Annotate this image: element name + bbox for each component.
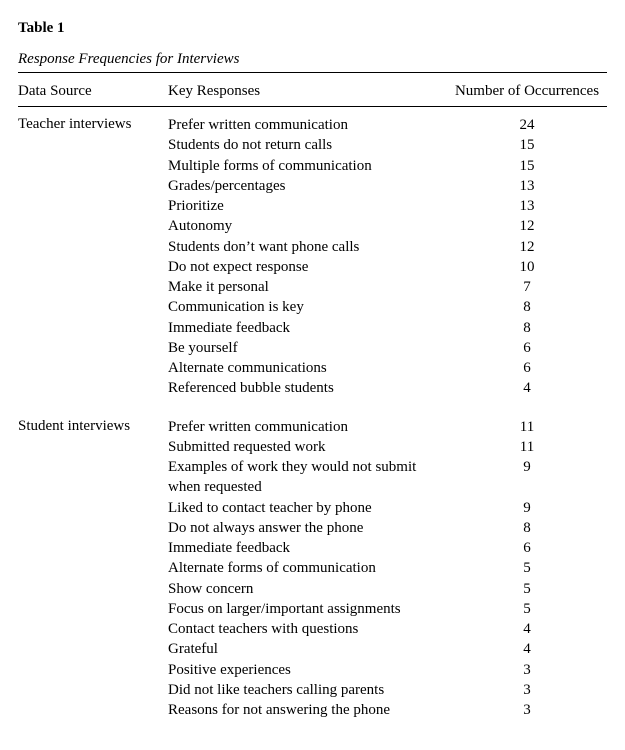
cell-count: 12 bbox=[447, 237, 607, 257]
cell-response: Grades/percentages bbox=[168, 176, 447, 196]
table-row: Students don’t want phone calls12 bbox=[168, 237, 607, 257]
table-row: Make it personal7 bbox=[168, 277, 607, 297]
cell-response: Immediate feedback bbox=[168, 538, 447, 558]
header-key-responses: Key Responses bbox=[168, 83, 447, 100]
cell-response: Focus on larger/important assignments bbox=[168, 599, 447, 619]
cell-count: 24 bbox=[447, 115, 607, 135]
cell-count: 11 bbox=[447, 417, 607, 437]
table-row: Liked to contact teacher by phone9 bbox=[168, 498, 607, 518]
cell-count: 8 bbox=[447, 518, 607, 538]
table-row: Prefer written communication11 bbox=[168, 417, 607, 437]
table-row: Alternate communications6 bbox=[168, 358, 607, 378]
cell-response: Alternate communications bbox=[168, 358, 447, 378]
table-row: Do not always answer the phone8 bbox=[168, 518, 607, 538]
cell-count: 11 bbox=[447, 437, 607, 457]
header-data-source: Data Source bbox=[18, 83, 168, 100]
cell-count: 9 bbox=[447, 457, 607, 498]
cell-response: Grateful bbox=[168, 639, 447, 659]
cell-response: Be yourself bbox=[168, 338, 447, 358]
table-row: Show concern5 bbox=[168, 579, 607, 599]
table-row: Referenced bubble students4 bbox=[168, 378, 607, 398]
cell-response: Students don’t want phone calls bbox=[168, 237, 447, 257]
table-row: Students do not return calls15 bbox=[168, 135, 607, 155]
cell-response: Make it personal bbox=[168, 277, 447, 297]
group: Teacher interviewsPrefer written communi… bbox=[18, 107, 607, 409]
cell-count: 5 bbox=[447, 579, 607, 599]
cell-count: 5 bbox=[447, 599, 607, 619]
cell-count: 15 bbox=[447, 135, 607, 155]
table-row: Multiple forms of communication15 bbox=[168, 156, 607, 176]
cell-count: 8 bbox=[447, 318, 607, 338]
group: Student interviewsPrefer written communi… bbox=[18, 409, 607, 731]
cell-response: Do not expect response bbox=[168, 257, 447, 277]
cell-response: Submitted requested work bbox=[168, 437, 447, 457]
cell-response: Do not always answer the phone bbox=[168, 518, 447, 538]
cell-response: Communication is key bbox=[168, 297, 447, 317]
table-row: Grades/percentages13 bbox=[168, 176, 607, 196]
cell-response: Immediate feedback bbox=[168, 318, 447, 338]
cell-response: Multiple forms of communication bbox=[168, 156, 447, 176]
table-row: Grateful4 bbox=[168, 639, 607, 659]
cell-response: Show concern bbox=[168, 579, 447, 599]
header-number-occurrences: Number of Occurrences bbox=[447, 83, 607, 100]
table-row: Communication is key8 bbox=[168, 297, 607, 317]
table-row: Reasons for not answering the phone3 bbox=[168, 700, 607, 720]
cell-count: 12 bbox=[447, 216, 607, 236]
cell-count: 7 bbox=[447, 277, 607, 297]
cell-count: 3 bbox=[447, 680, 607, 700]
table-row: Immediate feedback8 bbox=[168, 318, 607, 338]
table-row: Alternate forms of communication5 bbox=[168, 558, 607, 578]
cell-response: Did not like teachers calling parents bbox=[168, 680, 447, 700]
group-rows: Prefer written communication24Students d… bbox=[168, 115, 607, 399]
group-rows: Prefer written communication11Submitted … bbox=[168, 417, 607, 721]
table-row: Examples of work they would not submit w… bbox=[168, 457, 607, 498]
cell-count: 6 bbox=[447, 538, 607, 558]
cell-count: 9 bbox=[447, 498, 607, 518]
cell-count: 4 bbox=[447, 378, 607, 398]
cell-count: 15 bbox=[447, 156, 607, 176]
table-label: Table 1 bbox=[18, 20, 607, 37]
cell-count: 13 bbox=[447, 196, 607, 216]
table-row: Did not like teachers calling parents3 bbox=[168, 680, 607, 700]
table-row: Positive experiences3 bbox=[168, 660, 607, 680]
table-body: Teacher interviewsPrefer written communi… bbox=[18, 107, 607, 730]
table-row: Prioritize13 bbox=[168, 196, 607, 216]
cell-response: Referenced bubble students bbox=[168, 378, 447, 398]
cell-count: 4 bbox=[447, 619, 607, 639]
table-header-row: Data Source Key Responses Number of Occu… bbox=[18, 77, 607, 107]
table-title: Response Frequencies for Interviews bbox=[18, 51, 607, 73]
group-source-label: Teacher interviews bbox=[18, 115, 168, 399]
table-row: Autonomy12 bbox=[168, 216, 607, 236]
cell-count: 13 bbox=[447, 176, 607, 196]
cell-response: Liked to contact teacher by phone bbox=[168, 498, 447, 518]
cell-response: Students do not return calls bbox=[168, 135, 447, 155]
cell-count: 3 bbox=[447, 700, 607, 720]
cell-response: Reasons for not answering the phone bbox=[168, 700, 447, 720]
cell-response: Positive experiences bbox=[168, 660, 447, 680]
table-row: Prefer written communication24 bbox=[168, 115, 607, 135]
cell-count: 6 bbox=[447, 358, 607, 378]
cell-count: 6 bbox=[447, 338, 607, 358]
cell-response: Prefer written communication bbox=[168, 115, 447, 135]
cell-count: 8 bbox=[447, 297, 607, 317]
cell-count: 3 bbox=[447, 660, 607, 680]
table-row: Immediate feedback6 bbox=[168, 538, 607, 558]
table-row: Do not expect response10 bbox=[168, 257, 607, 277]
table-row: Focus on larger/important assignments5 bbox=[168, 599, 607, 619]
cell-response: Prefer written communication bbox=[168, 417, 447, 437]
cell-response: Examples of work they would not submit w… bbox=[168, 457, 447, 498]
cell-response: Contact teachers with questions bbox=[168, 619, 447, 639]
cell-response: Prioritize bbox=[168, 196, 447, 216]
cell-response: Autonomy bbox=[168, 216, 447, 236]
cell-count: 4 bbox=[447, 639, 607, 659]
cell-response: Alternate forms of communication bbox=[168, 558, 447, 578]
table-row: Contact teachers with questions4 bbox=[168, 619, 607, 639]
cell-count: 5 bbox=[447, 558, 607, 578]
table-row: Submitted requested work11 bbox=[168, 437, 607, 457]
cell-count: 10 bbox=[447, 257, 607, 277]
group-source-label: Student interviews bbox=[18, 417, 168, 721]
table-row: Be yourself6 bbox=[168, 338, 607, 358]
